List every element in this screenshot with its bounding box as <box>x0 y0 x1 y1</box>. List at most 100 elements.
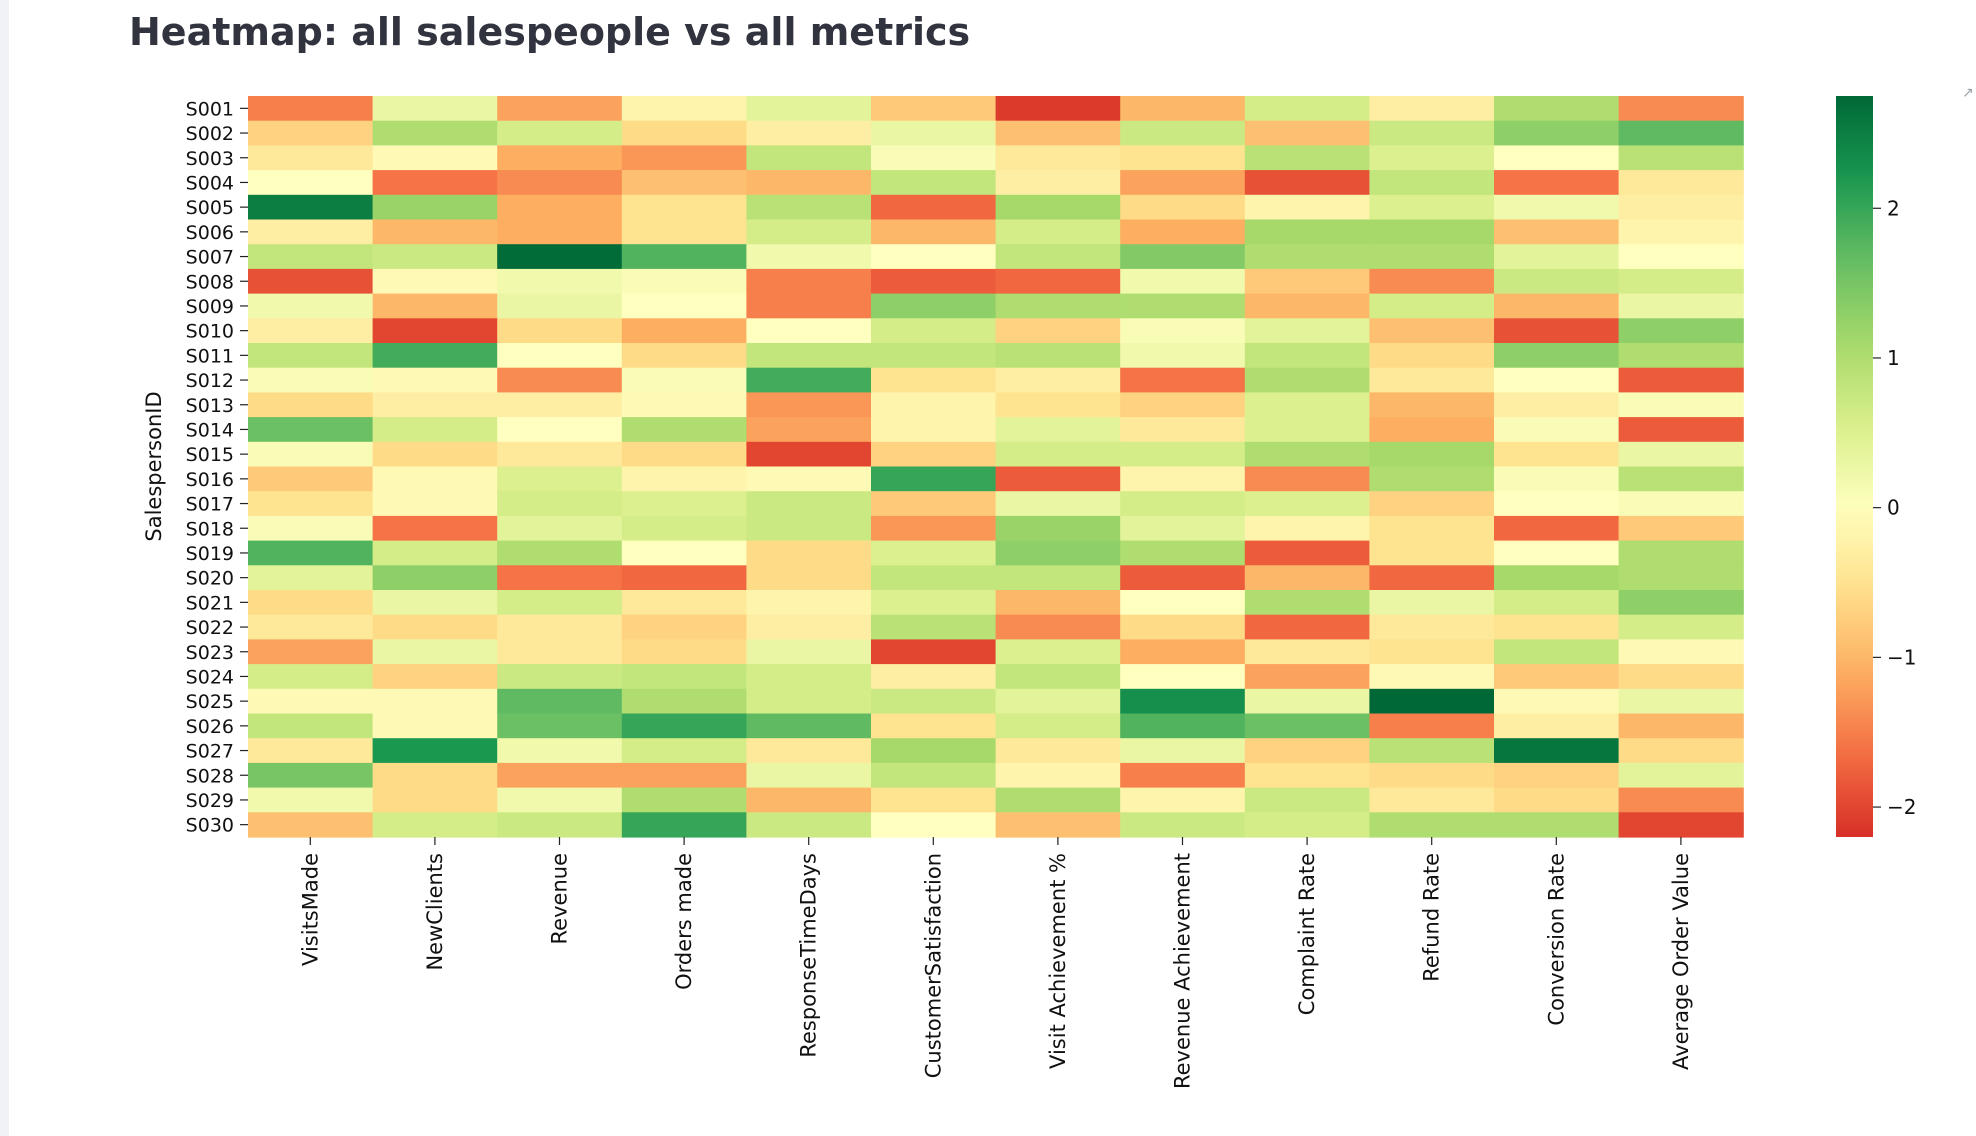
heatmap-cell <box>372 145 498 171</box>
heatmap-cell <box>746 812 872 838</box>
heatmap-cell <box>497 515 623 542</box>
heatmap-cell <box>621 293 747 319</box>
heatmap-cell <box>871 787 997 813</box>
heatmap-cell <box>1244 96 1370 122</box>
heatmap-cell <box>871 392 997 418</box>
heatmap-cell <box>621 170 747 196</box>
heatmap-cell <box>746 515 872 542</box>
heatmap-cell <box>497 417 623 443</box>
heatmap-cell <box>871 293 997 319</box>
heatmap-cell <box>1244 565 1370 591</box>
heatmap-cell <box>372 367 498 393</box>
colorbar-tick-label: −2 <box>1887 795 1916 819</box>
y-tick-label: S018 <box>186 518 234 540</box>
heatmap-cell <box>248 194 374 221</box>
heatmap-cell <box>372 688 498 715</box>
heatmap-cell <box>1494 145 1620 171</box>
heatmap-cell <box>621 268 747 295</box>
heatmap-cell <box>1244 268 1370 295</box>
heatmap-cell <box>621 343 747 369</box>
heatmap-cell <box>372 515 498 542</box>
y-tick-label: S025 <box>186 691 234 713</box>
heatmap-cell <box>871 219 997 245</box>
x-tick-label: Average Order Value <box>1669 853 1693 1070</box>
heatmap-cell <box>746 367 872 393</box>
heatmap-cell <box>248 244 374 270</box>
heatmap-cell <box>621 812 747 838</box>
heatmap-cell <box>871 96 997 122</box>
heatmap-cell <box>1618 565 1744 591</box>
heatmap-cell <box>497 194 623 221</box>
heatmap-cell <box>621 738 747 764</box>
y-tick-label: S019 <box>186 543 234 565</box>
y-tick-label: S021 <box>186 592 234 614</box>
heatmap-cell <box>1244 738 1370 764</box>
heatmap-cell <box>497 812 623 838</box>
heatmap-cell <box>248 491 374 517</box>
heatmap-cell <box>621 244 747 270</box>
heatmap-cell <box>871 417 997 443</box>
heatmap-cell <box>248 343 374 369</box>
y-tick-label: S016 <box>186 469 234 491</box>
y-tick-label: S024 <box>186 666 234 688</box>
heatmap-cell <box>746 664 872 690</box>
heatmap-cell <box>1120 441 1246 468</box>
heatmap-cell <box>871 343 997 369</box>
heatmap-cell <box>746 293 872 319</box>
heatmap-cell <box>1244 343 1370 369</box>
heatmap-cell <box>497 491 623 517</box>
heatmap-cell <box>497 219 623 245</box>
heatmap-cell <box>995 688 1121 715</box>
y-tick-label: S011 <box>186 345 234 367</box>
heatmap-cell <box>1494 466 1620 492</box>
heatmap-cell <box>1494 565 1620 591</box>
heatmap-cell <box>372 762 498 789</box>
heatmap-cell <box>497 713 623 739</box>
heatmap-cell <box>1369 96 1495 122</box>
heatmap-cell <box>1494 343 1620 369</box>
y-tick-label: S030 <box>186 815 234 837</box>
y-tick-label: S008 <box>186 271 234 293</box>
x-tick-label: Revenue <box>548 853 572 944</box>
heatmap-cell <box>1618 664 1744 690</box>
heatmap-cell <box>1120 664 1246 690</box>
heatmap-cell <box>1494 219 1620 245</box>
heatmap-cell <box>1369 343 1495 369</box>
heatmap-cell <box>372 120 498 146</box>
heatmap-cell <box>871 565 997 591</box>
pin-icon[interactable]: ↗ <box>1962 85 1974 101</box>
heatmap-cell <box>1618 244 1744 270</box>
heatmap-cell <box>746 713 872 739</box>
heatmap-cell <box>871 639 997 665</box>
heatmap-cell <box>1369 590 1495 616</box>
heatmap-cell <box>995 466 1121 492</box>
heatmap-cell <box>1244 170 1370 196</box>
heatmap-cell <box>497 639 623 665</box>
heatmap-cell <box>372 318 498 344</box>
heatmap-cell <box>1120 120 1246 146</box>
heatmap-cell <box>746 639 872 665</box>
heatmap-cell <box>1244 392 1370 418</box>
heatmap-cell <box>1494 268 1620 295</box>
heatmap-cell <box>746 787 872 813</box>
heatmap-cell <box>1120 540 1246 566</box>
heatmap-cell <box>871 466 997 492</box>
heatmap-cell <box>995 812 1121 838</box>
heatmap-cell <box>1369 367 1495 393</box>
heatmap-cell <box>1120 219 1246 245</box>
heatmap-cell <box>1369 540 1495 566</box>
heatmap-cell <box>1244 219 1370 245</box>
heatmap-cell <box>746 120 872 146</box>
heatmap-cell <box>1618 688 1744 715</box>
heatmap-cell <box>1369 738 1495 764</box>
colorbar-tick-label: 1 <box>1887 346 1900 370</box>
y-axis-label: SalespersonID <box>142 391 166 541</box>
heatmap-cell <box>1244 762 1370 789</box>
heatmap-cell <box>248 565 374 591</box>
heatmap-cell <box>248 120 374 146</box>
x-tick-label: Conversion Rate <box>1544 853 1568 1026</box>
heatmap-cell <box>497 540 623 566</box>
heatmap-cell <box>497 565 623 591</box>
heatmap-cell <box>995 762 1121 789</box>
